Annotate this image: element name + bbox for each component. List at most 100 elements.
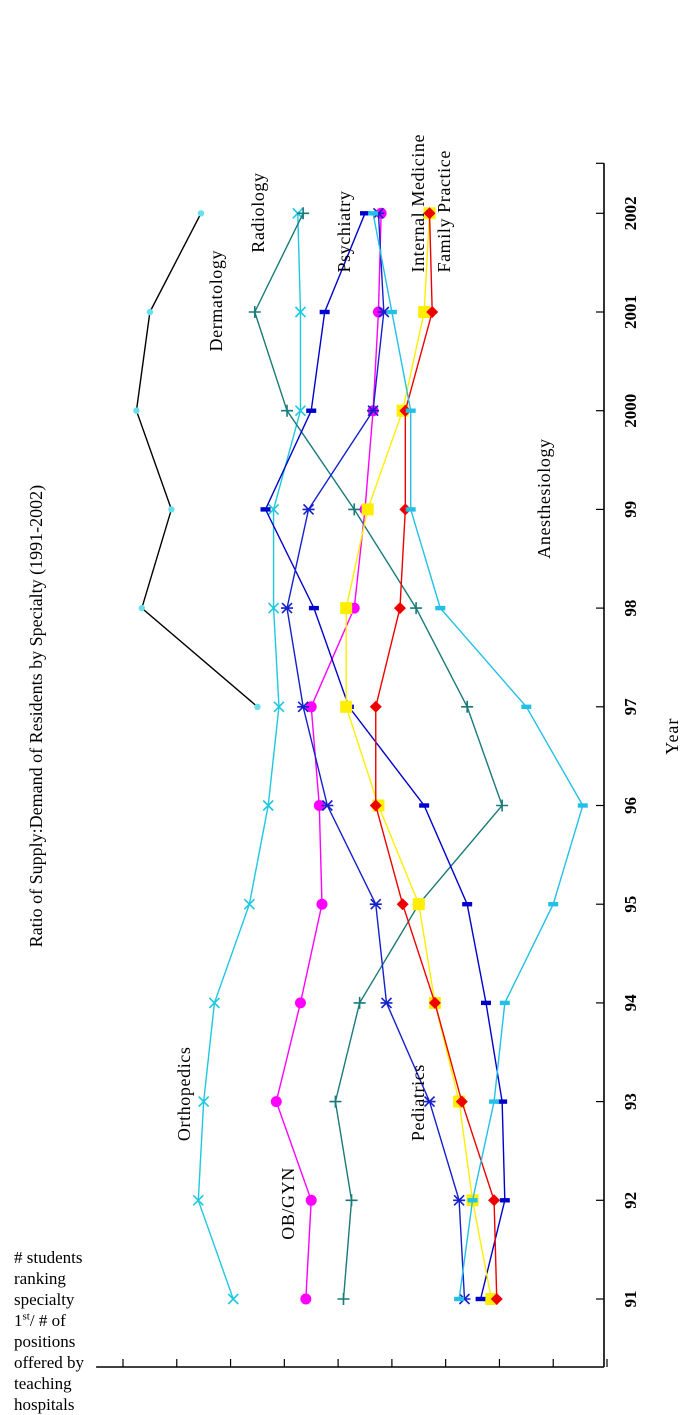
x-tick-label: 94 — [621, 994, 640, 1012]
data-point — [268, 602, 280, 614]
series-ob-gyn — [270, 207, 387, 1305]
data-point — [453, 1194, 466, 1206]
x-tick-label: 92 — [621, 1192, 640, 1209]
data-point — [227, 1293, 239, 1305]
data-point — [368, 211, 379, 216]
data-point — [435, 605, 446, 611]
y-axis-label-line-5: positions — [14, 1332, 76, 1351]
data-point — [490, 1293, 503, 1305]
data-point — [297, 701, 310, 713]
annotation-ob-gyn: OB/GYN — [278, 1167, 298, 1240]
data-point — [461, 700, 474, 713]
data-point — [262, 799, 274, 812]
series-line — [135, 212, 258, 708]
data-point — [302, 503, 315, 515]
annotation-pediatrics: Pediatrics — [408, 1064, 428, 1141]
data-point — [270, 1096, 282, 1108]
data-point — [475, 1296, 486, 1302]
data-point — [294, 405, 307, 417]
data-point — [361, 503, 374, 516]
data-point — [329, 1095, 342, 1108]
series-line — [254, 212, 503, 1300]
annotation-anesthesiology: Anesthesiology — [534, 438, 554, 558]
y-axis-label-line-1: # students — [14, 1248, 83, 1267]
data-point — [489, 1099, 500, 1104]
data-point — [467, 1198, 478, 1203]
y-axis-label: # students ranking specialty 1st/ # of p… — [14, 1247, 124, 1415]
data-point — [319, 309, 330, 315]
data-point — [340, 602, 353, 615]
y-axis-label-line-6: offered by — [14, 1353, 85, 1372]
data-point — [499, 1000, 510, 1006]
data-point — [294, 306, 307, 318]
data-point — [305, 1194, 317, 1206]
data-point — [306, 408, 317, 413]
y-axis-label-line-7: teaching — [14, 1374, 72, 1393]
data-point — [386, 309, 397, 315]
data-point — [577, 803, 588, 808]
data-point — [348, 503, 361, 516]
data-point — [305, 701, 317, 713]
series-line — [264, 213, 506, 1300]
data-point — [168, 506, 175, 513]
x-tick-label: 96 — [621, 797, 640, 814]
data-point — [337, 1293, 350, 1305]
y-axis-label-line-8: hospitals — [14, 1395, 75, 1414]
data-point — [321, 799, 334, 812]
series-line — [375, 213, 498, 1300]
series-line — [286, 213, 466, 1300]
data-point — [260, 507, 271, 512]
x-tick-label: 91 — [621, 1291, 640, 1308]
data-point — [426, 306, 439, 318]
series-internal-medicine — [281, 207, 471, 1305]
data-point — [254, 703, 261, 710]
data-point — [198, 1096, 210, 1108]
data-point — [369, 898, 382, 910]
x-tick-label: 2000 — [621, 394, 640, 428]
data-point — [367, 405, 380, 417]
data-point — [146, 308, 154, 316]
series-family-practice — [340, 207, 498, 1305]
data-point — [197, 210, 205, 217]
y-axis-label-line-4: 1st/ # of — [14, 1310, 66, 1330]
annotation-psychiatry: Psychiatry — [334, 191, 354, 273]
data-point — [369, 799, 382, 812]
x-tick-label: 2001 — [621, 295, 640, 329]
data-point — [393, 602, 406, 615]
data-point — [308, 605, 319, 611]
data-point — [462, 901, 473, 907]
data-point — [297, 207, 310, 220]
series-psychiatry — [260, 211, 510, 1302]
data-point — [399, 404, 412, 417]
data-point — [345, 1194, 358, 1207]
data-point — [405, 507, 416, 512]
data-point — [248, 306, 261, 318]
data-point — [399, 503, 412, 516]
series-dermatology — [133, 210, 261, 710]
line-chart: 2.11.91.71.51.31.10.90.70.50.39192939495… — [26, 134, 682, 1368]
annotation-radiology: Radiology — [248, 172, 268, 252]
data-point — [499, 1198, 510, 1203]
data-point — [192, 1194, 204, 1206]
x-tick-label: 2002 — [621, 196, 640, 230]
data-point — [488, 1194, 501, 1207]
series-line — [275, 213, 382, 1300]
series-line — [345, 213, 493, 1300]
data-point — [481, 1000, 491, 1006]
data-point — [243, 898, 255, 910]
annotation-internal-medicine: Internal Medicine — [408, 134, 428, 273]
data-point — [133, 407, 140, 414]
data-point — [521, 704, 532, 709]
data-point — [423, 207, 436, 220]
data-point — [316, 898, 328, 910]
labels-layer: Ratio of Supply:Demand of Residents by S… — [26, 134, 682, 1240]
data-point — [380, 997, 393, 1009]
data-point — [353, 996, 366, 1009]
x-tick-label: 95 — [621, 896, 640, 913]
annotation-orthopedics: Orthopedics — [174, 1046, 194, 1141]
annotation-dermatology: Dermatology — [206, 250, 226, 352]
x-tick-label: 93 — [621, 1093, 640, 1110]
annotation-family-practice: Family Practice — [434, 150, 454, 272]
data-point — [294, 997, 306, 1009]
data-point — [268, 503, 280, 515]
